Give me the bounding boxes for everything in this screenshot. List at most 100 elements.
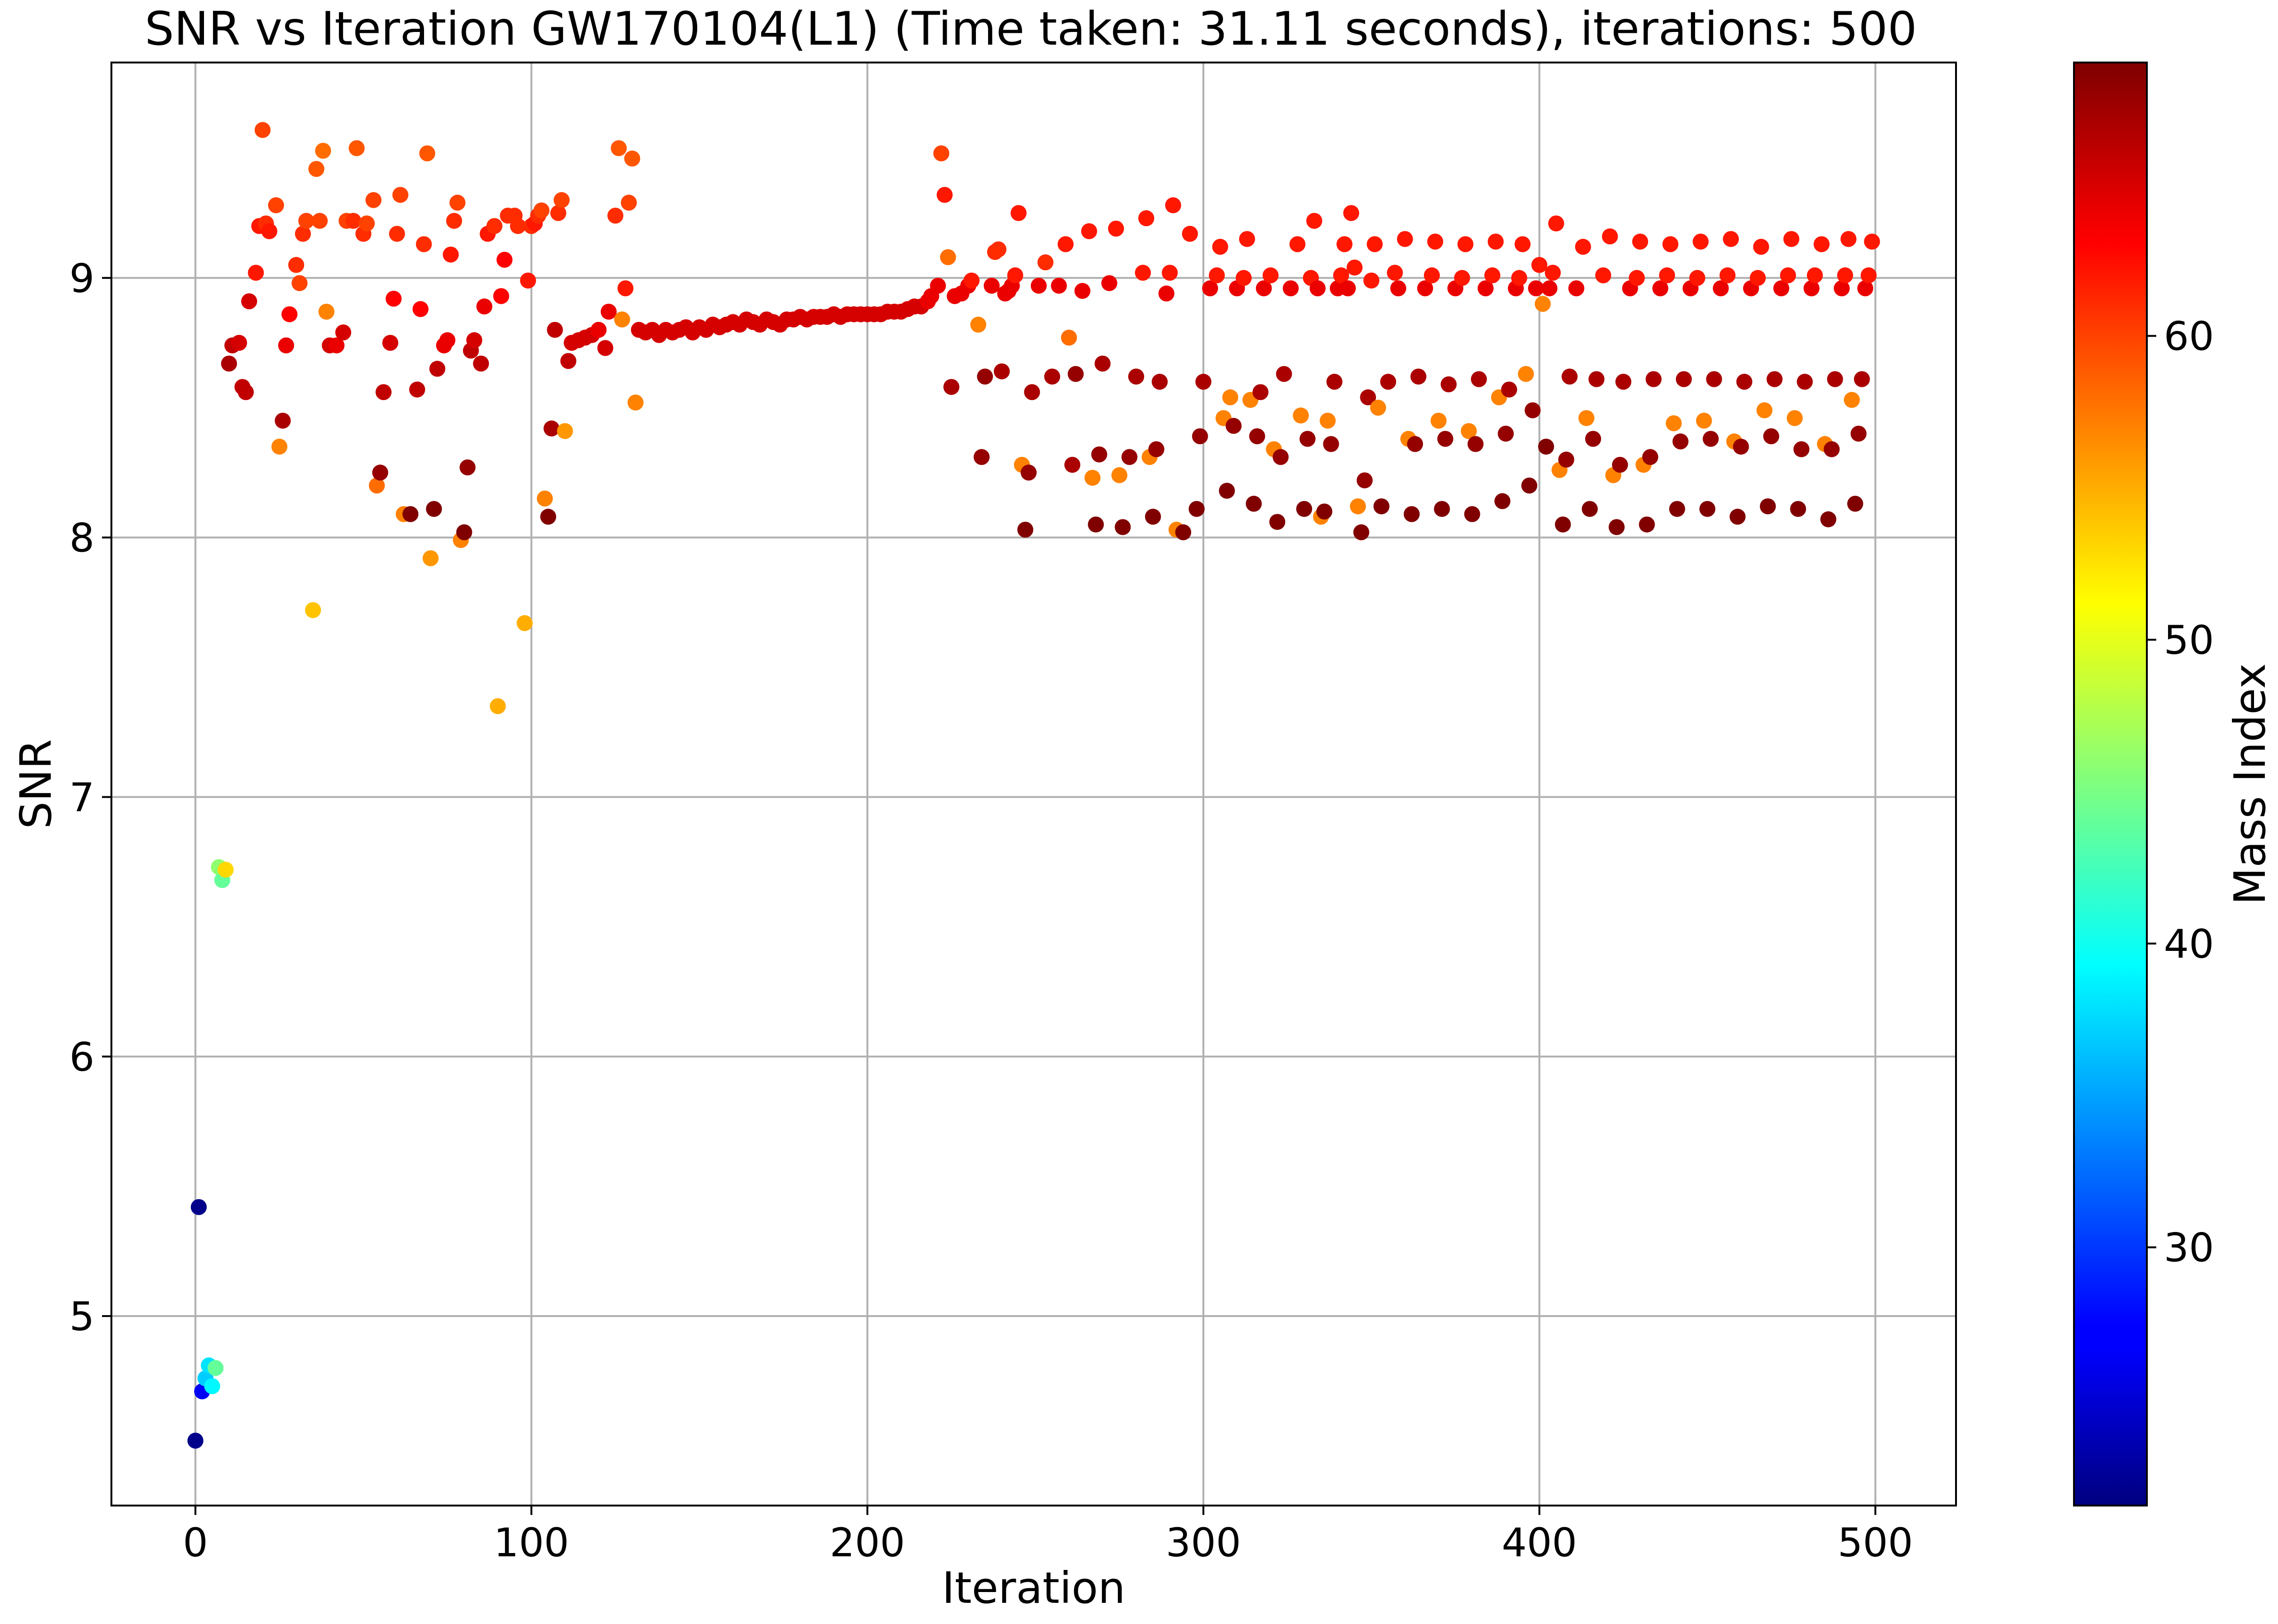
data-point — [218, 862, 234, 878]
y-tick-label: 7 — [70, 775, 94, 821]
data-point — [359, 215, 375, 232]
x-tick-label: 100 — [494, 1520, 569, 1566]
data-point — [1021, 464, 1037, 481]
data-point — [1461, 423, 1477, 439]
data-point — [1581, 501, 1598, 517]
data-point — [1820, 511, 1837, 527]
data-point — [328, 337, 345, 353]
data-point — [1138, 210, 1155, 227]
data-point — [1222, 389, 1239, 406]
data-point — [1807, 267, 1823, 283]
data-point — [1326, 374, 1343, 390]
data-point — [1051, 277, 1067, 294]
data-point — [550, 205, 566, 221]
data-point — [449, 195, 466, 211]
data-point — [1246, 495, 1262, 512]
data-point — [1357, 472, 1373, 488]
data-point — [990, 241, 1006, 258]
data-point — [456, 524, 472, 541]
grid-lines — [111, 63, 1956, 1506]
data-point — [1753, 239, 1769, 255]
data-point — [1024, 384, 1040, 400]
data-point — [1786, 410, 1803, 426]
data-point — [1501, 381, 1517, 398]
data-point — [1477, 280, 1494, 297]
data-point — [614, 311, 630, 328]
data-point — [1562, 369, 1578, 385]
data-point — [426, 501, 442, 517]
data-point — [1575, 239, 1591, 255]
data-point — [1823, 441, 1840, 457]
data-point — [1209, 267, 1225, 283]
data-point — [1602, 228, 1618, 244]
data-point — [1467, 436, 1484, 452]
data-point — [930, 277, 946, 294]
data-point — [305, 602, 321, 619]
data-point — [1387, 265, 1403, 281]
data-point — [1437, 431, 1453, 447]
data-point — [369, 478, 385, 494]
y-axis-label: SNR — [11, 739, 61, 829]
data-point — [1861, 267, 1877, 283]
data-point — [1665, 415, 1682, 431]
data-point — [1588, 371, 1605, 387]
data-point — [1783, 231, 1799, 247]
data-point — [1706, 371, 1722, 387]
colorbar-tick-label: 60 — [2164, 314, 2214, 360]
data-point — [1558, 451, 1574, 468]
data-point — [1407, 436, 1423, 452]
data-point — [1568, 280, 1585, 297]
data-point — [389, 226, 405, 242]
data-point — [281, 306, 298, 322]
data-point — [372, 464, 388, 481]
data-point — [1373, 498, 1390, 515]
data-point — [1628, 270, 1645, 286]
data-point — [1645, 371, 1662, 387]
data-point — [1192, 428, 1208, 445]
data-point — [1833, 280, 1850, 297]
data-point — [335, 324, 352, 341]
data-point — [1182, 226, 1198, 242]
data-point — [291, 275, 308, 291]
data-point — [1521, 478, 1538, 494]
data-point — [983, 277, 1000, 294]
data-point — [1306, 212, 1322, 229]
x-tick-label: 200 — [830, 1520, 905, 1566]
data-point — [1773, 280, 1790, 297]
data-point — [1498, 425, 1514, 442]
data-point — [237, 384, 254, 400]
data-point — [1007, 267, 1023, 283]
data-point — [466, 332, 482, 348]
data-point — [1760, 498, 1776, 515]
x-tick-label: 500 — [1838, 1520, 1913, 1566]
data-point — [1703, 431, 1719, 447]
data-point — [994, 363, 1010, 380]
data-point — [1712, 280, 1729, 297]
data-point — [496, 251, 513, 268]
data-point — [1380, 374, 1397, 390]
data-point — [1115, 519, 1131, 535]
data-point — [295, 226, 311, 242]
data-point — [429, 361, 446, 377]
data-point — [365, 192, 382, 208]
data-point — [278, 337, 294, 353]
data-point — [553, 192, 570, 208]
data-point — [1111, 467, 1128, 483]
data-point — [557, 423, 573, 439]
data-point — [1135, 265, 1151, 281]
data-point — [1464, 506, 1480, 522]
data-point — [382, 335, 399, 351]
data-point — [936, 187, 953, 203]
data-point — [1733, 439, 1749, 455]
data-point — [1044, 369, 1060, 385]
data-point — [409, 381, 425, 398]
data-point — [1353, 524, 1369, 541]
data-point — [1696, 412, 1712, 429]
data-point — [1165, 197, 1181, 213]
data-point — [412, 301, 429, 317]
data-point — [1857, 280, 1874, 297]
data-point — [1101, 275, 1117, 291]
data-point — [446, 212, 463, 229]
data-point — [510, 218, 526, 234]
data-point — [1152, 374, 1168, 390]
